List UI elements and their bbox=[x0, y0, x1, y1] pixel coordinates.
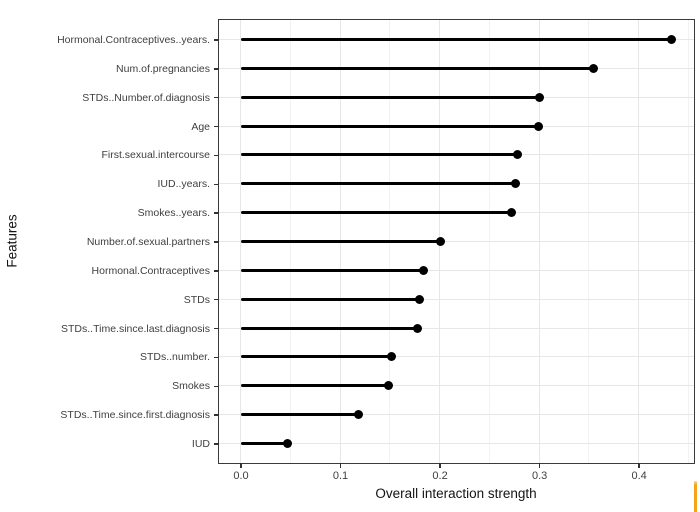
gridline-major-horizontal bbox=[219, 443, 694, 444]
y-tick-mark bbox=[213, 154, 219, 157]
y-tick-label: Smokes bbox=[172, 380, 210, 393]
lollipop-dot bbox=[413, 323, 423, 333]
y-tick-label: STDs..number. bbox=[139, 351, 210, 364]
y-tick-label: Smokes..years. bbox=[137, 207, 210, 220]
x-tick-mark bbox=[240, 463, 242, 468]
y-tick-mark bbox=[213, 68, 219, 70]
x-tick-label: 0.1 bbox=[332, 469, 349, 482]
y-tick-label: Hormonal.Contraceptives..years. bbox=[57, 34, 210, 46]
x-tick-label: 0.4 bbox=[631, 469, 647, 482]
lollipop-stem bbox=[240, 326, 418, 330]
y-tick-mark bbox=[213, 270, 219, 272]
lollipop-stem bbox=[240, 153, 518, 157]
y-tick-label: Hormonal.Contraceptives bbox=[91, 264, 210, 277]
y-tick-mark bbox=[213, 298, 219, 301]
lollipop-stem bbox=[240, 211, 512, 215]
y-tick-label: Age bbox=[191, 120, 210, 133]
y-tick-label: IUD bbox=[191, 438, 210, 450]
x-tick-mark bbox=[538, 463, 541, 468]
y-tick-label: First.sexual.intercourse bbox=[101, 149, 210, 162]
lollipop-dot bbox=[419, 265, 429, 275]
x-tick-label: 0.0 bbox=[233, 469, 249, 482]
y-tick-label: STDs..Time.since.first.diagnosis bbox=[60, 409, 210, 422]
lollipop-dot bbox=[436, 237, 446, 246]
lollipop-stem bbox=[240, 268, 424, 272]
gridline-major-horizontal bbox=[219, 327, 694, 329]
y-tick-mark bbox=[213, 385, 219, 388]
y-tick-mark bbox=[213, 327, 219, 330]
y-tick-mark bbox=[213, 356, 219, 359]
x-axis-title: Overall interaction strength bbox=[375, 486, 537, 501]
y-tick-mark bbox=[213, 39, 219, 41]
lollipop-dot bbox=[387, 352, 397, 362]
lollipop-dot bbox=[534, 92, 544, 102]
y-tick-mark bbox=[213, 183, 219, 186]
lollipop-stem bbox=[240, 413, 359, 417]
y-tick-mark bbox=[213, 241, 219, 243]
y-tick-mark bbox=[213, 414, 219, 416]
lollipop-dot bbox=[512, 150, 522, 160]
lollipop-dot bbox=[510, 179, 520, 189]
lollipop-stem bbox=[240, 297, 420, 301]
lollipop-stem bbox=[240, 66, 594, 70]
lollipop-stem bbox=[240, 240, 441, 243]
lollipop-stem bbox=[240, 355, 392, 359]
gridline-major-horizontal bbox=[219, 356, 694, 358]
gridline-major-horizontal bbox=[219, 414, 694, 416]
y-tick-label: Num.of.pregnancies bbox=[116, 62, 210, 75]
lollipop-stem bbox=[240, 182, 516, 186]
lollipop-dot bbox=[384, 381, 394, 391]
y-tick-label: STDs..Time.since.last.diagnosis bbox=[61, 322, 210, 335]
y-tick-label: STDs bbox=[183, 293, 210, 306]
y-tick-mark bbox=[213, 443, 219, 445]
gridline-major-horizontal bbox=[219, 241, 694, 242]
right-edge-accent-bar bbox=[694, 481, 697, 512]
lollipop-dot bbox=[282, 439, 292, 448]
lollipop-stem bbox=[240, 124, 539, 128]
lollipop-dot bbox=[589, 63, 599, 73]
lollipop-stem bbox=[240, 38, 672, 41]
x-tick-mark bbox=[339, 463, 342, 468]
gridline-major-horizontal bbox=[219, 269, 694, 271]
lollipop-dot bbox=[415, 294, 425, 304]
y-tick-label: IUD..years. bbox=[157, 178, 210, 191]
x-tick-mark bbox=[638, 463, 640, 468]
x-tick-mark bbox=[439, 463, 441, 468]
x-tick-label: 0.2 bbox=[432, 469, 448, 482]
y-tick-label: Number.of.sexual.partners bbox=[86, 236, 210, 248]
lollipop-dot bbox=[666, 35, 676, 44]
lollipop-dot bbox=[354, 410, 364, 420]
y-tick-mark bbox=[213, 212, 219, 214]
x-tick-label: 0.3 bbox=[531, 469, 548, 482]
plot-panel bbox=[218, 19, 695, 464]
lollipop-stem bbox=[240, 442, 288, 445]
y-tick-mark bbox=[213, 125, 219, 128]
lollipop-dot bbox=[533, 121, 543, 131]
y-tick-mark bbox=[213, 96, 219, 99]
lollipop-stem bbox=[240, 95, 540, 99]
y-tick-label: STDs..Number.of.diagnosis bbox=[82, 91, 210, 104]
gridline-major-horizontal bbox=[219, 298, 694, 300]
lollipop-stem bbox=[240, 384, 389, 388]
gridline-major-horizontal bbox=[219, 385, 694, 387]
lollipop-dot bbox=[506, 208, 516, 218]
